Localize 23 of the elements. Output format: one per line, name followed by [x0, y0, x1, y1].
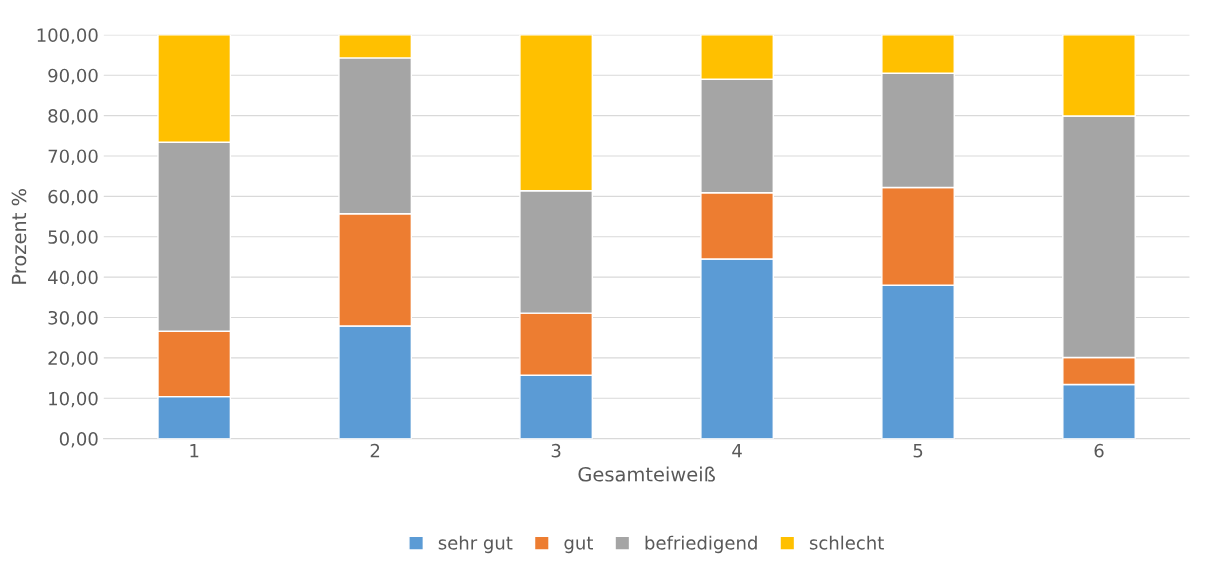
x-tick-label: 5: [913, 444, 923, 458]
y-tick-label: 50,00: [48, 230, 98, 246]
y-tick-label: 40,00: [48, 270, 98, 287]
y-tick-label: 60,00: [48, 189, 98, 206]
x-tick-label: 4: [732, 444, 742, 458]
y-tick-label: 10,00: [49, 391, 98, 408]
x-tick-label: 3: [551, 443, 561, 458]
legend-label: gut: [564, 536, 593, 554]
y-tick-label: 0,00: [59, 432, 98, 448]
x-axis-title: Gesamteiweiß: [578, 466, 715, 482]
y-tick-label: 90,00: [48, 68, 98, 85]
y-axis-title: Prozent %: [11, 189, 27, 284]
legend-label: sehr gut: [438, 535, 513, 554]
y-tick-label: 20,00: [48, 351, 98, 367]
y-tick-label: 80,00: [48, 109, 98, 125]
x-tick-label: 6: [1094, 443, 1104, 458]
legend-label: schlecht: [809, 535, 884, 550]
legend-label: befriedigend: [645, 535, 757, 554]
y-tick-label: 70,00: [48, 149, 98, 165]
x-tick-label: 2: [370, 443, 380, 458]
x-tick-label: 1: [190, 444, 199, 458]
y-tick-label: 30,00: [48, 310, 98, 327]
y-tick-label: 100,00: [37, 28, 98, 44]
